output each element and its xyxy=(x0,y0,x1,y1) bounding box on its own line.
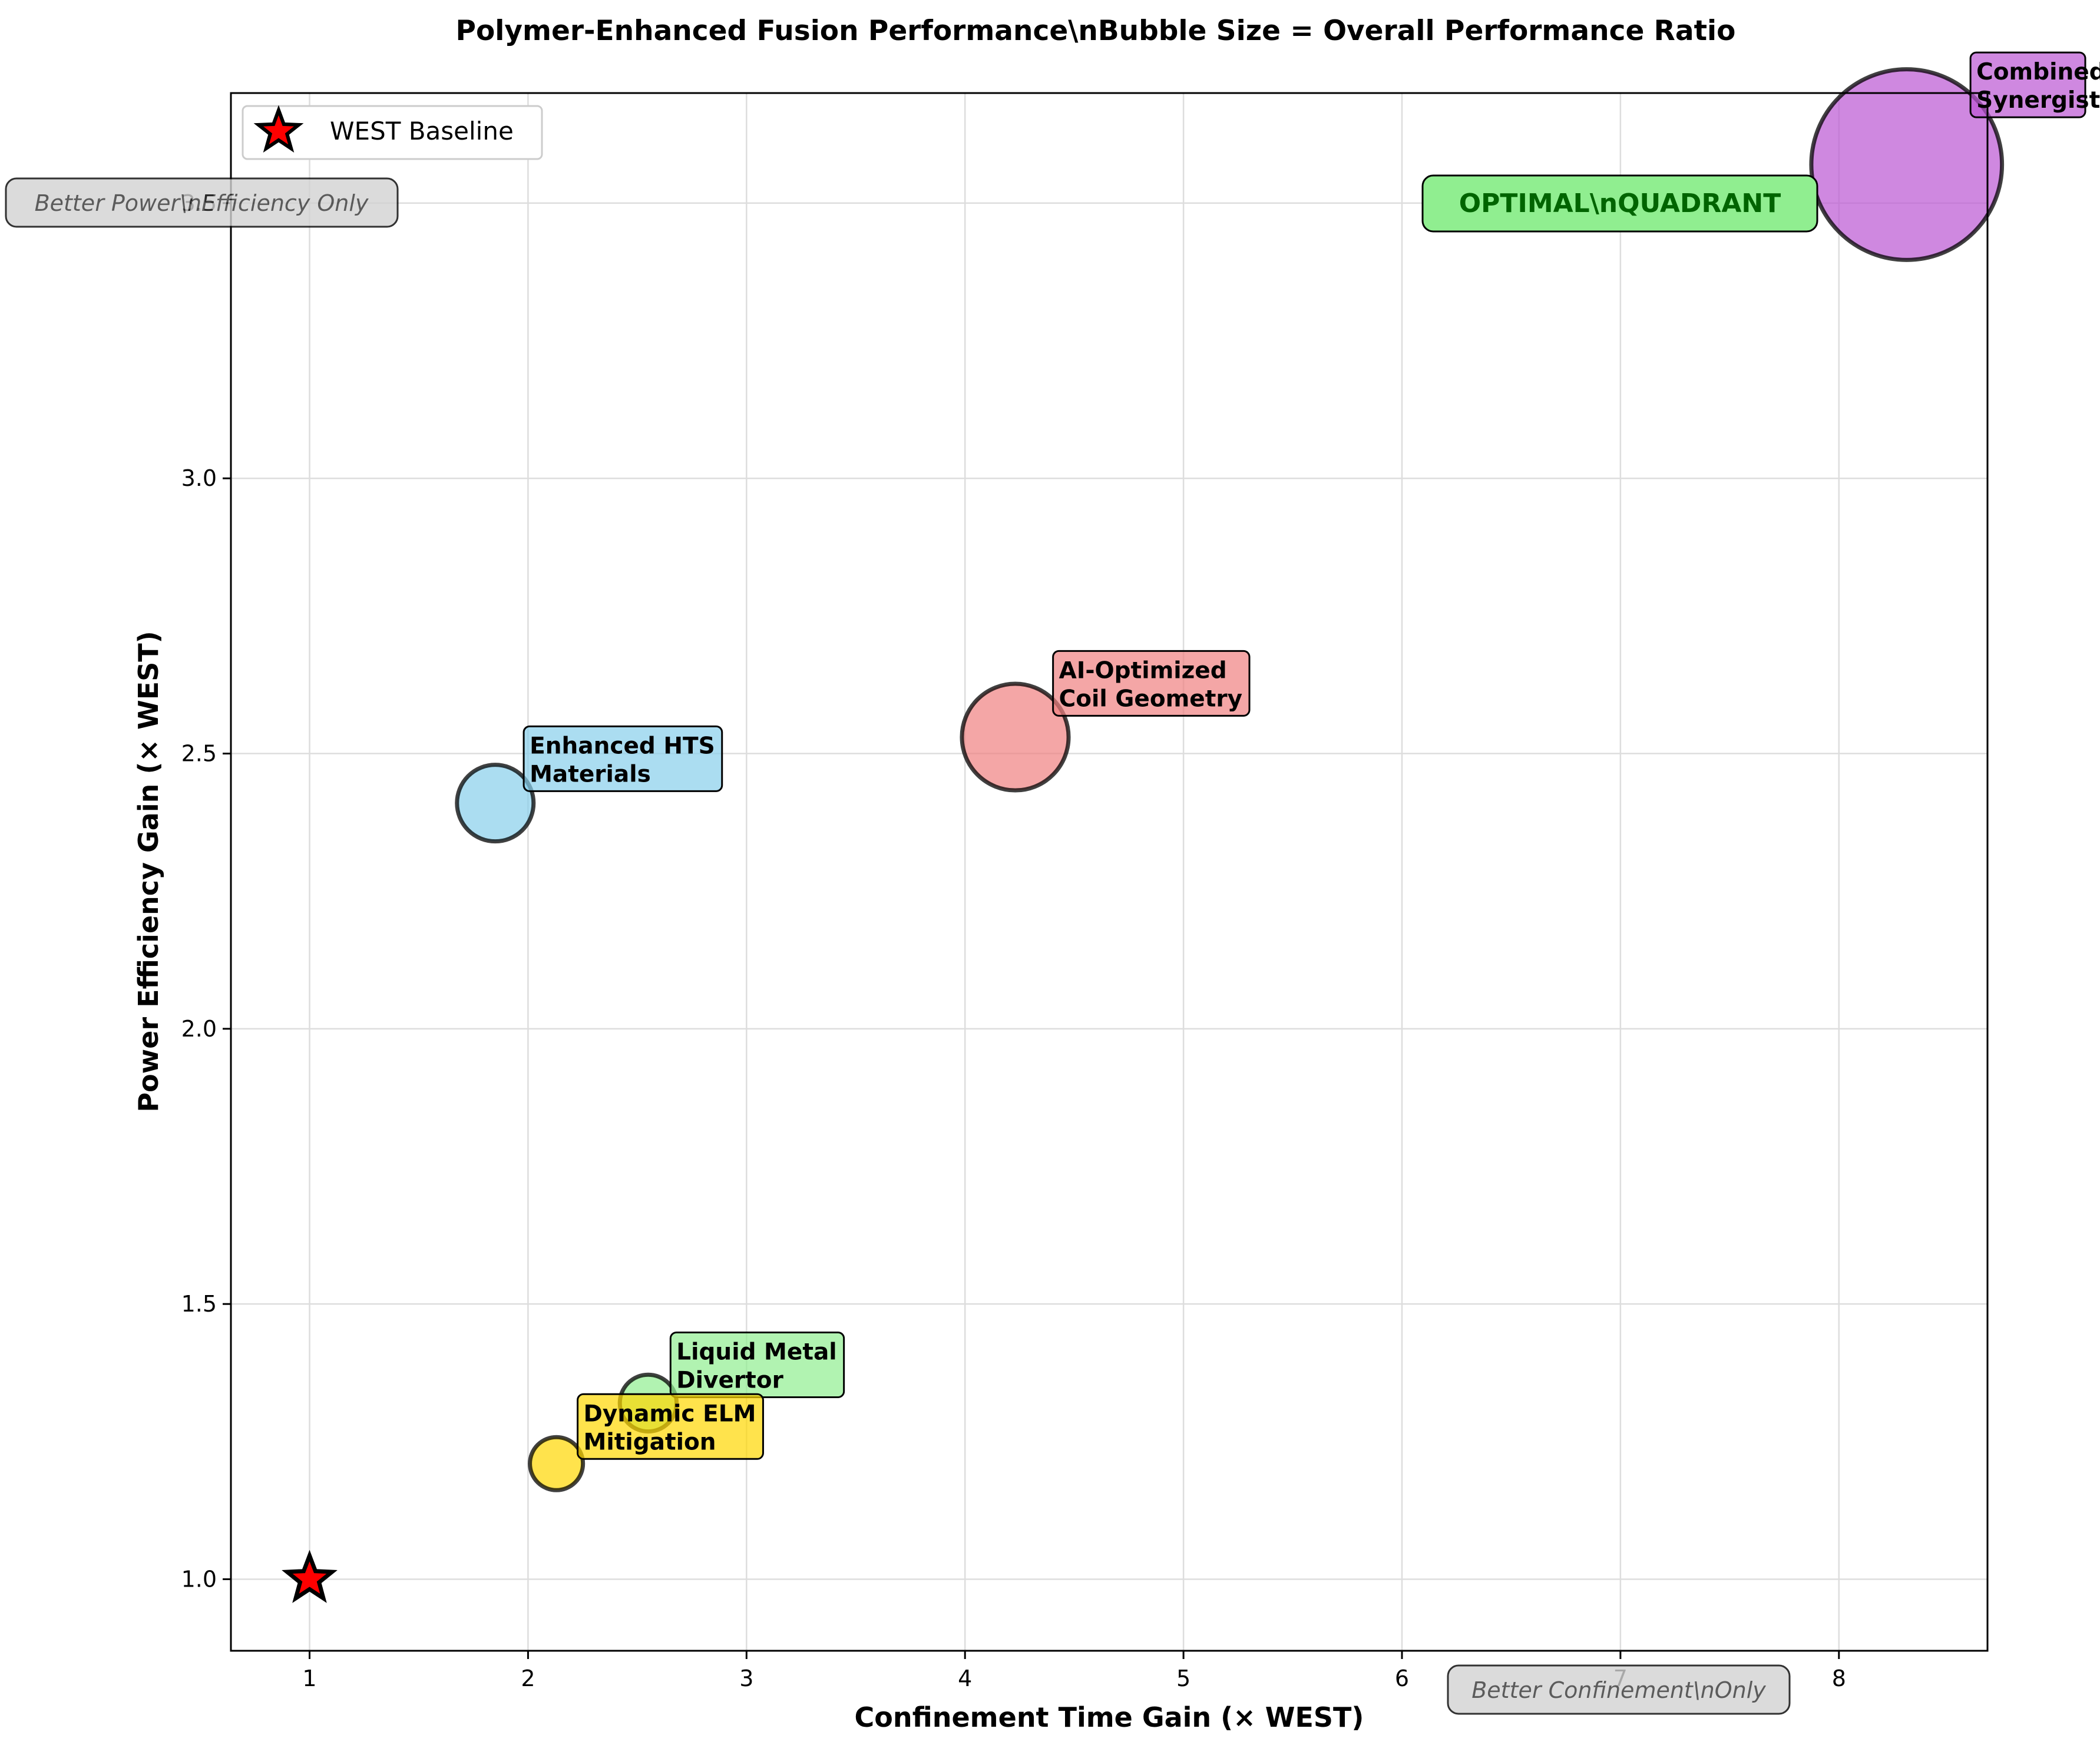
bubble-point xyxy=(960,681,1071,793)
bubble-label-line2: Divertor xyxy=(676,1367,783,1394)
bubbles xyxy=(282,67,2005,1603)
bubble-label-line1: Combined xyxy=(1976,59,2100,85)
bubble-label-box xyxy=(522,725,723,792)
better-confinement-text: Better Confinement\nOnly xyxy=(1471,1677,1766,1703)
bubble-label-box xyxy=(1052,650,1251,717)
legend-star-marker xyxy=(253,105,304,153)
bubble-label-box xyxy=(1969,51,2086,118)
legend-label-west-baseline: WEST Baseline xyxy=(330,117,514,145)
y-tick-label: 2.0 xyxy=(181,1016,217,1042)
bubble-point xyxy=(528,1435,586,1492)
y-tick-label: 1.5 xyxy=(181,1291,217,1317)
y-axis-label: Power Efficiency Gain (× WEST) xyxy=(133,631,164,1112)
better-confinement-annotation: Better Confinement\nOnly xyxy=(1447,1664,1791,1715)
bubble-label-line2: Mitigation xyxy=(584,1429,716,1455)
x-axis-label: Confinement Time Gain (× WEST) xyxy=(855,1701,1364,1733)
bubble-label-line2: Synergistic xyxy=(1976,87,2100,114)
x-tick-label: 4 xyxy=(958,1665,972,1691)
bubble-label-line1: Enhanced HTS xyxy=(530,733,715,759)
x-tick-label: 1 xyxy=(302,1665,316,1691)
west-baseline-star xyxy=(282,1549,338,1603)
plot-area-frame xyxy=(230,92,1989,1652)
y-tick-label: 1.0 xyxy=(181,1566,217,1592)
better-power-text: Better Power\nEfficiency Only xyxy=(35,190,369,216)
bubble-label: CombinedSynergistic xyxy=(1969,51,2100,118)
chart-title: Polymer-Enhanced Fusion Performance\nBub… xyxy=(456,15,1736,47)
bubble-label-box xyxy=(577,1393,764,1460)
bubble-label-line1: AI-Optimized xyxy=(1059,657,1227,684)
y-tick-label: 2.5 xyxy=(181,741,217,767)
x-tick-label: 6 xyxy=(1395,1665,1409,1691)
x-tick-label: 2 xyxy=(521,1665,535,1691)
bubble-label-line2: Materials xyxy=(530,761,651,787)
x-tick-label: 5 xyxy=(1176,1665,1190,1691)
legend: WEST Baseline xyxy=(242,105,543,160)
bubble-label-line1: Liquid Metal xyxy=(676,1339,836,1366)
bubble-point xyxy=(455,763,536,844)
axis-ticks: 123456781.01.52.02.53.03.5 xyxy=(181,190,1846,1691)
better-power-annotation: Better Power\nEfficiency Only xyxy=(5,177,399,228)
bubble-point xyxy=(1809,67,2005,262)
x-tick-label: 3 xyxy=(739,1665,753,1691)
grid-lines xyxy=(231,93,1987,1651)
optimal-quadrant-text: OPTIMAL\nQUADRANT xyxy=(1459,188,1781,218)
x-tick-label: 8 xyxy=(1832,1665,1846,1691)
bubble-label-line2: Coil Geometry xyxy=(1059,686,1242,712)
y-tick-label: 3.0 xyxy=(181,465,217,491)
optimal-quadrant-annotation: OPTIMAL\nQUADRANT xyxy=(1421,174,1818,233)
bubble-label-line1: Dynamic ELM xyxy=(584,1400,756,1427)
